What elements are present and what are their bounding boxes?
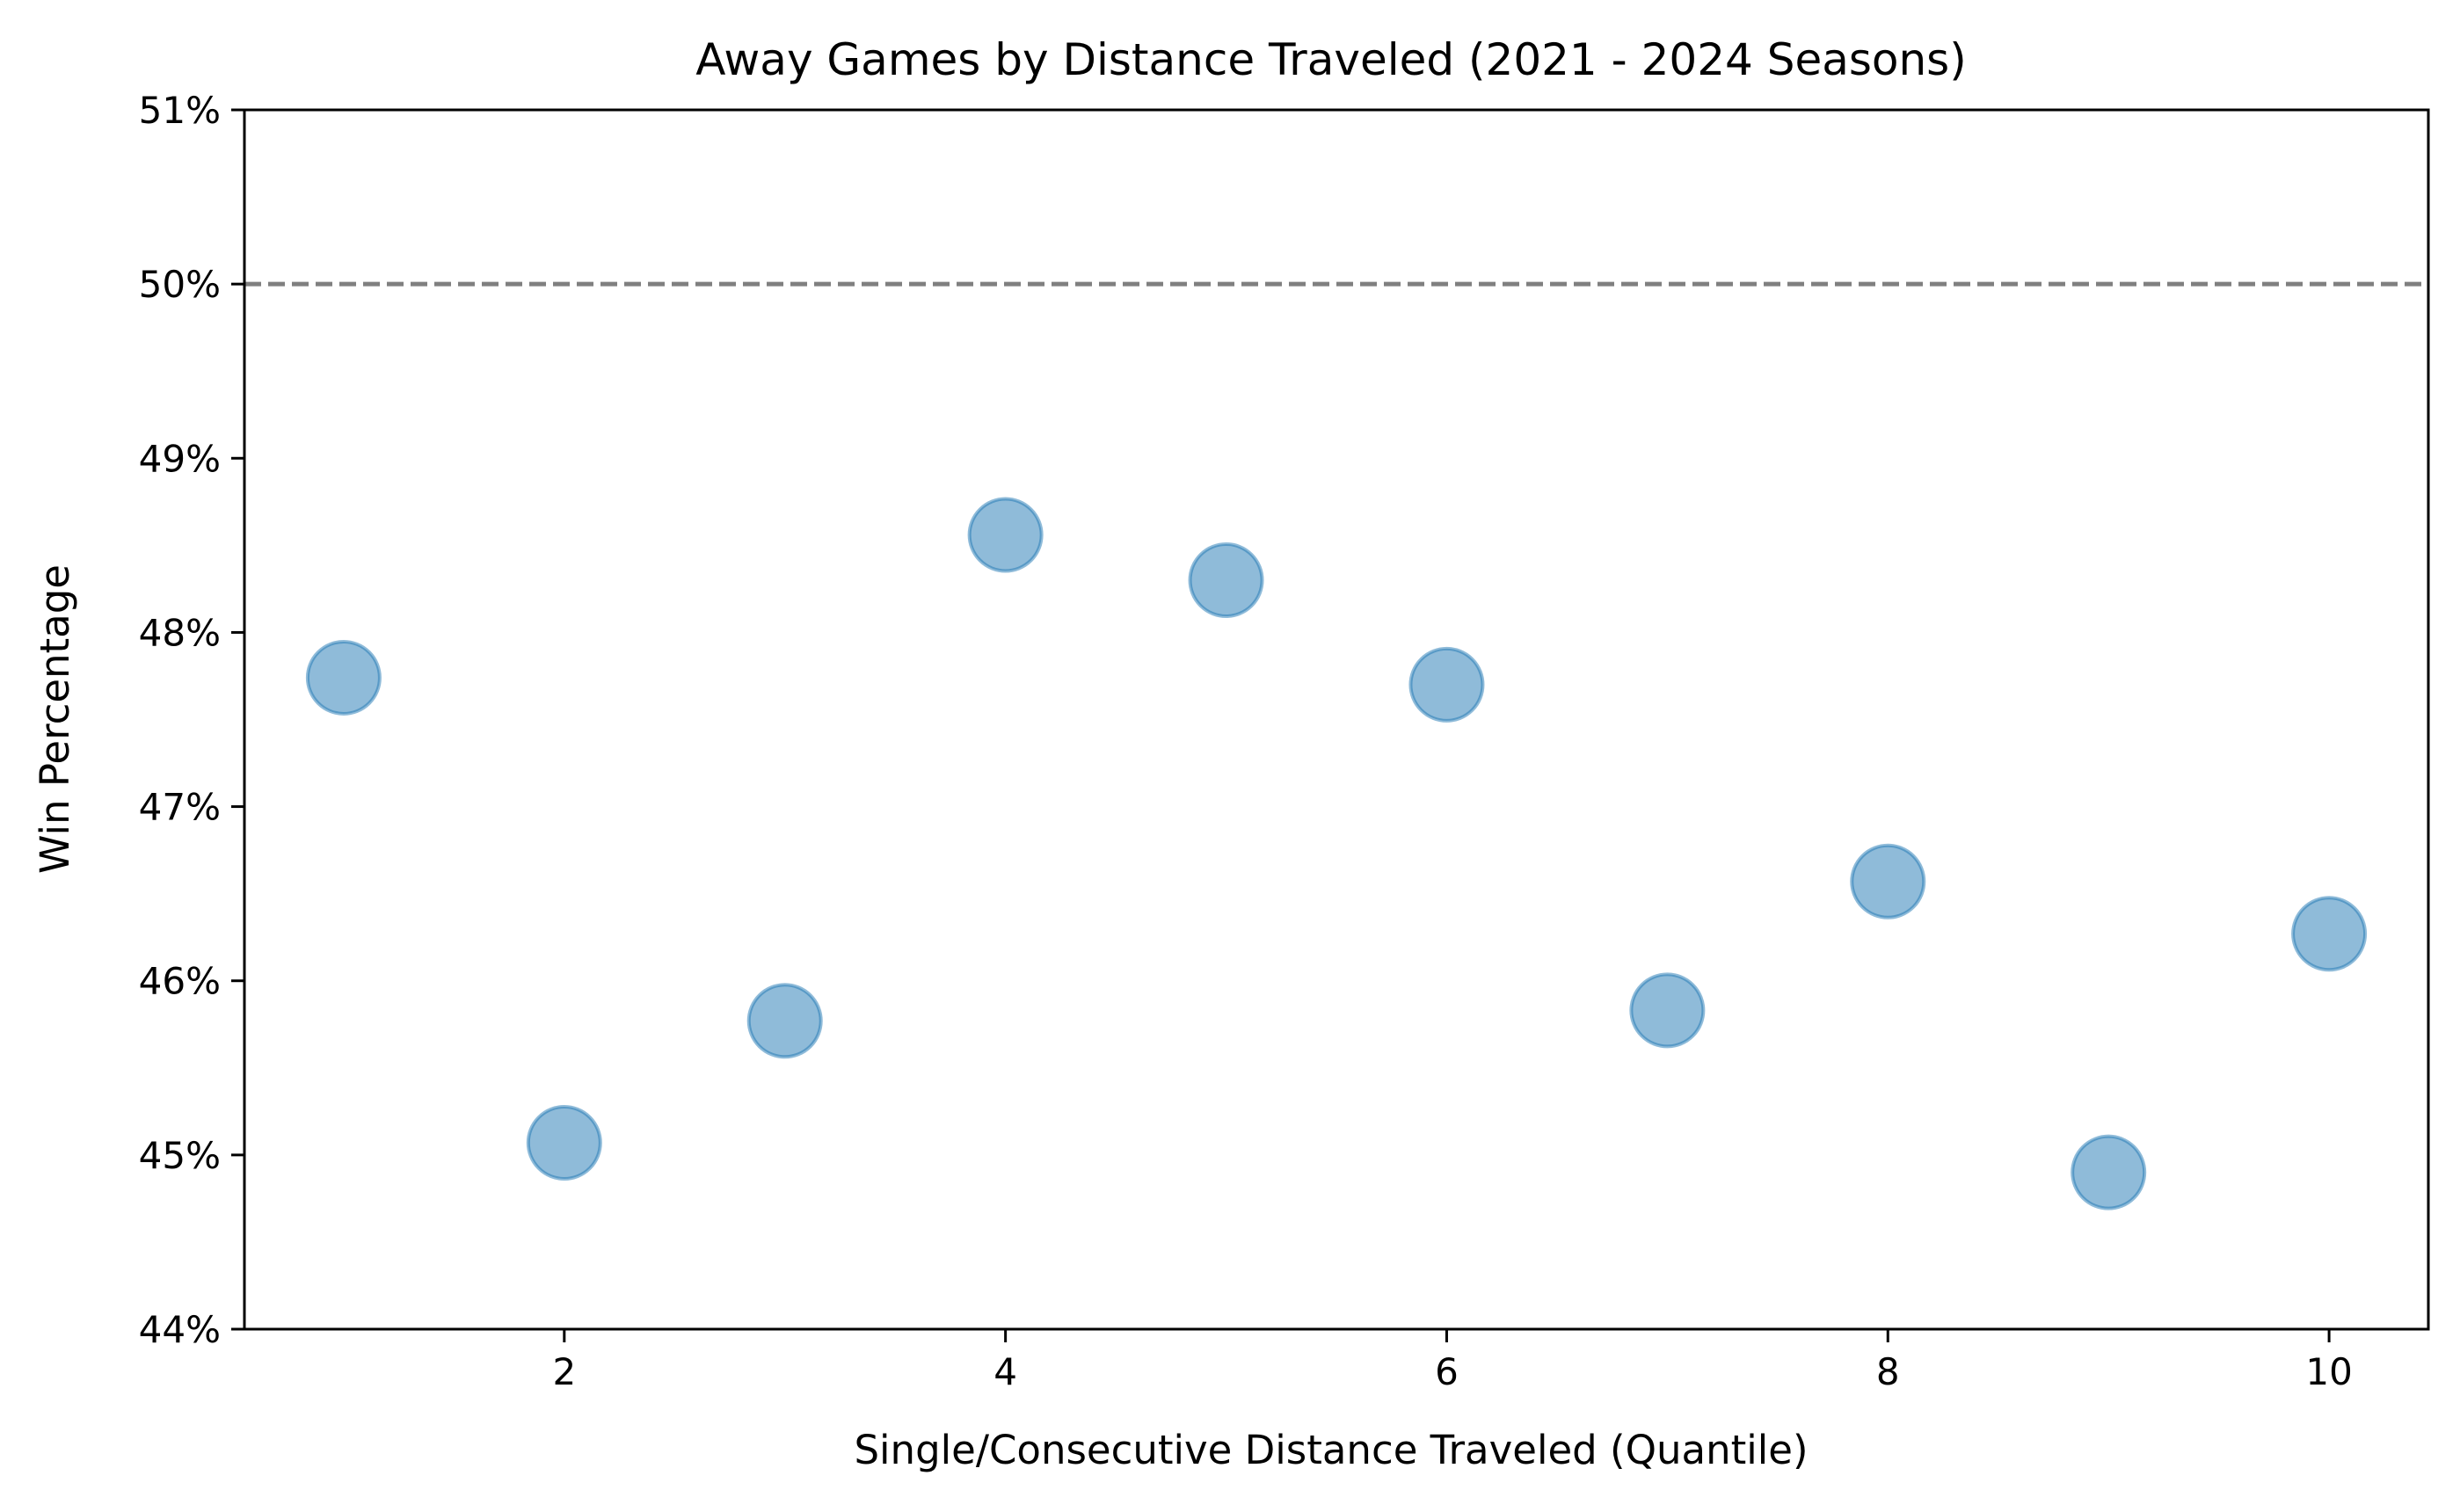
data-point [1188,542,1264,618]
y-tick-label: 44% [139,1308,221,1351]
y-axis: 44% 45% 46% 47% 48% 49% 50% 51% [139,89,244,1351]
y-axis-label: Win Percentage [32,564,78,874]
axes-frame [243,108,2430,1331]
x-axis: 2 4 6 8 10 [552,1329,2353,1393]
data-point [746,983,823,1059]
data-point [1629,972,1706,1049]
y-tick-label: 45% [139,1134,221,1177]
data-point [967,497,1044,573]
x-tick-label: 8 [1876,1350,1900,1393]
data-point [2071,1134,2147,1210]
x-tick-label: 10 [2305,1350,2352,1393]
plot-area [244,281,2428,1210]
data-point [1850,843,1926,920]
y-tick-label: 49% [139,437,221,480]
y-tick-label: 46% [139,960,221,1003]
y-tick-label: 47% [139,786,221,829]
x-tick-label: 4 [993,1350,1017,1393]
x-axis-label: Single/Consecutive Distance Traveled (Qu… [854,1427,1808,1473]
data-point [1408,646,1485,723]
y-tick-label: 51% [139,89,221,132]
chart-title: Away Games by Distance Traveled (2021 - … [695,34,1967,85]
data-point [2291,896,2368,972]
x-tick-label: 6 [1435,1350,1459,1393]
data-point [526,1104,602,1181]
y-tick-label: 48% [139,611,221,654]
y-tick-label: 50% [139,263,221,306]
data-point [305,639,382,716]
x-tick-label: 2 [552,1350,576,1393]
